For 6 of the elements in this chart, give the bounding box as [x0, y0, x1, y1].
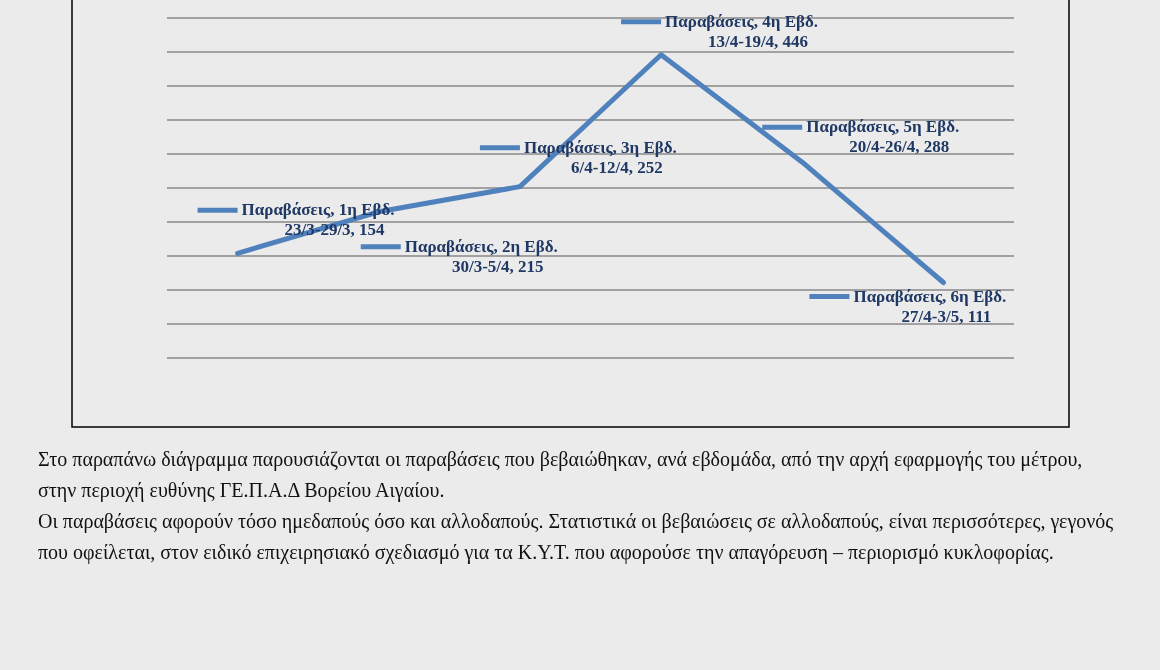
data-label: Παραβάσεις, 6η Εβδ. 27/4-3/5, 111: [853, 286, 1007, 326]
text: Στο παραπάνω διάγραμμα παρουσιάζονται οι παραβάσεις που βεβαιώθηκαν, ανά εβδομάδα, από την αρχή εφαρμογής του μέτρου, στην περιοχή ευθύνης ΓΕ.Π.Α.Δ Βορείου Αιγαίου.: [38, 448, 1083, 502]
data-label: Παραβάσεις, 2η Εβδ. 30/3-5/4, 215: [404, 236, 558, 276]
data-label: Παραβάσεις, 5η Εβδ. 20/4-26/4, 288: [806, 117, 960, 157]
text: Οι παραβάσεις αφορούν τόσο ημεδαπούς όσο και αλλοδαπούς. Στατιστικά οι βεβαιώσεις σε αλλοδαπούς, είναι περισσότερες, γεγονός που οφείλεται, στον ειδικό επιχειρησιακό σχεδιασμό για τα Κ.Υ.Τ. που αφορούσε την απαγόρευση – περιορισμό κυκλοφορίας.: [38, 510, 1114, 564]
data-label: Παραβάσεις, 4η Εβδ. 13/4-19/4, 446: [665, 11, 819, 51]
